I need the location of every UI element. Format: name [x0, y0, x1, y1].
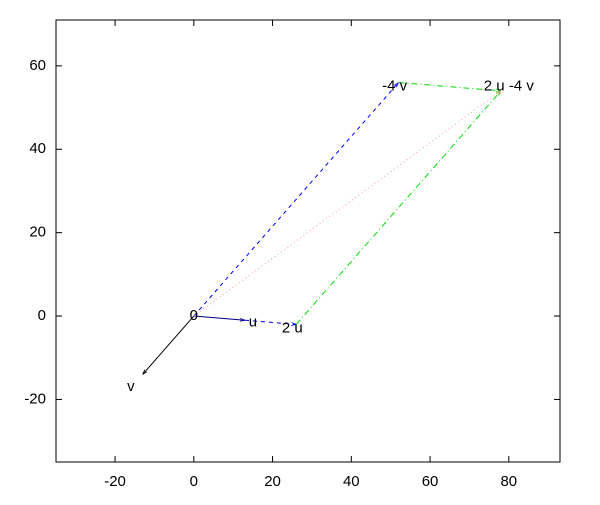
vector-label: 2 u -4 v: [484, 78, 535, 95]
vector-label: -4 v: [382, 78, 408, 95]
x-tick-label: 20: [264, 473, 281, 490]
y-tick-label: -20: [24, 390, 46, 407]
x-tick-label: 40: [343, 473, 360, 490]
y-tick-label: 0: [38, 307, 46, 324]
vector: [143, 315, 195, 374]
vector: [193, 91, 501, 317]
vector-label: v: [127, 378, 135, 395]
y-tick-label: 20: [29, 224, 46, 241]
x-tick-label: 60: [422, 473, 439, 490]
vector: [398, 82, 501, 91]
plot-frame: [55, 19, 561, 463]
vector: [244, 319, 296, 324]
x-tick-label: 80: [500, 473, 517, 490]
vector: [295, 91, 501, 325]
x-tick-label: -20: [104, 473, 126, 490]
vector-label: 2 u: [282, 320, 303, 337]
x-tick-label: 0: [190, 473, 198, 490]
y-tick-label: 40: [29, 140, 46, 157]
vector-label: u: [249, 313, 257, 330]
vector-label: 0: [190, 307, 198, 324]
y-tick-label: 60: [29, 57, 46, 74]
vector: [193, 315, 245, 320]
vector: [193, 83, 399, 317]
